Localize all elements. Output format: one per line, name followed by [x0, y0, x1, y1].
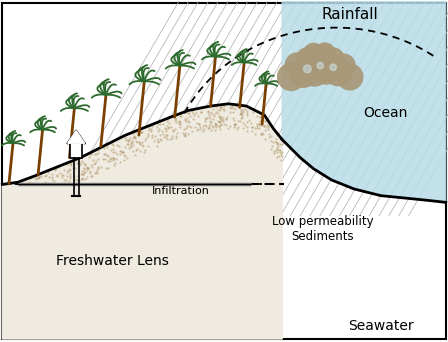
Circle shape — [312, 56, 340, 84]
Text: Ocean: Ocean — [363, 106, 408, 120]
Circle shape — [291, 62, 316, 87]
Circle shape — [317, 62, 323, 69]
Circle shape — [303, 43, 324, 64]
Text: Rainfall: Rainfall — [321, 7, 378, 22]
Circle shape — [332, 54, 355, 77]
Text: Infiltration: Infiltration — [152, 186, 210, 196]
Circle shape — [315, 43, 335, 62]
FancyBboxPatch shape — [2, 3, 446, 339]
Text: Low permeability
Sediments: Low permeability Sediments — [272, 215, 373, 243]
Circle shape — [324, 58, 352, 86]
Circle shape — [337, 64, 363, 90]
Circle shape — [300, 56, 329, 86]
Polygon shape — [2, 104, 282, 339]
Bar — [70, 143, 82, 158]
Circle shape — [320, 48, 345, 73]
Circle shape — [278, 63, 305, 91]
Polygon shape — [282, 1, 446, 202]
Circle shape — [330, 64, 336, 70]
Circle shape — [296, 47, 322, 73]
Circle shape — [285, 53, 309, 76]
Polygon shape — [68, 131, 85, 143]
Circle shape — [307, 45, 334, 72]
Circle shape — [303, 65, 311, 73]
Text: Seawater: Seawater — [348, 318, 414, 332]
Text: Freshwater Lens: Freshwater Lens — [56, 254, 168, 267]
